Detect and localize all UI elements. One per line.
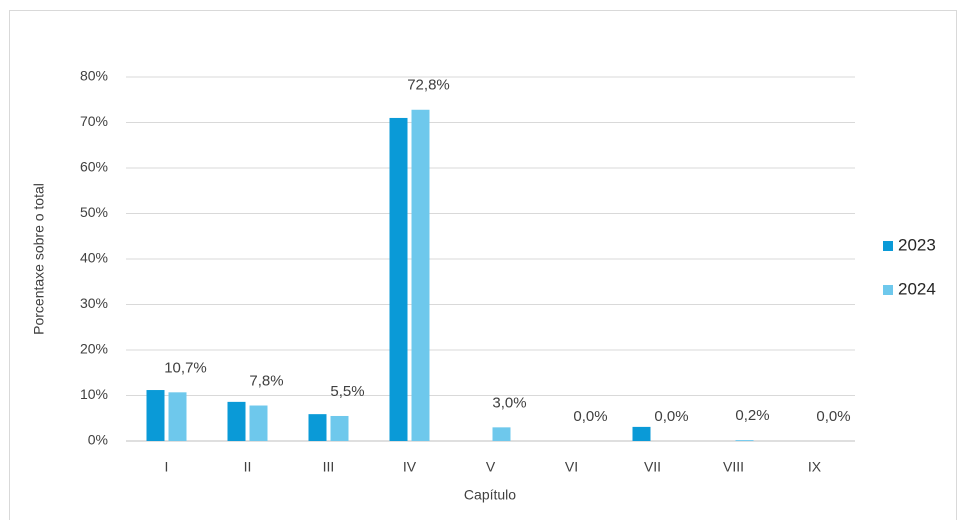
x-tick-label: I	[165, 459, 169, 475]
bar	[308, 414, 327, 441]
x-tick-label: V	[486, 459, 496, 475]
legend-label: 2023	[898, 235, 936, 254]
y-tick-label: 40%	[80, 250, 108, 266]
y-tick-label: 20%	[80, 341, 108, 357]
data-label: 0,0%	[816, 408, 850, 425]
data-label: 72,8%	[407, 77, 450, 94]
bar	[146, 390, 165, 441]
x-tick-label: VII	[644, 459, 661, 475]
y-tick-label: 70%	[80, 113, 108, 129]
bar	[389, 117, 408, 441]
data-label: 10,7%	[164, 359, 207, 376]
bar	[735, 440, 754, 441]
data-label: 5,5%	[330, 383, 364, 400]
data-label: 3,0%	[492, 394, 526, 411]
bar	[632, 426, 651, 441]
y-tick-label: 60%	[80, 159, 108, 175]
x-axis-title: Capítulo	[464, 487, 516, 503]
bar	[249, 405, 268, 441]
y-tick-label: 50%	[80, 204, 108, 220]
y-tick-label: 10%	[80, 386, 108, 402]
x-tick-label: IX	[808, 459, 822, 475]
y-tick-label: 0%	[88, 432, 108, 448]
legend-swatch	[883, 241, 893, 251]
x-tick-label: IV	[403, 459, 417, 475]
x-tick-label: II	[244, 459, 252, 475]
data-label: 7,8%	[249, 372, 283, 389]
y-tick-label: 80%	[80, 68, 108, 84]
x-tick-label: III	[323, 459, 335, 475]
data-label: 0,0%	[573, 408, 607, 425]
data-label: 0,2%	[735, 407, 769, 424]
x-tick-label: VI	[565, 459, 578, 475]
bar	[227, 401, 246, 441]
bar	[330, 415, 349, 441]
x-tick-label: VIII	[723, 459, 744, 475]
chart-frame	[9, 10, 957, 520]
y-axis-title: Porcentaxe sobre o total	[31, 183, 47, 335]
bar	[168, 392, 187, 441]
bar	[411, 109, 430, 441]
data-label: 0,0%	[654, 408, 688, 425]
bar	[492, 427, 511, 441]
legend-label: 2024	[898, 279, 936, 298]
legend-swatch	[883, 285, 893, 295]
y-tick-label: 30%	[80, 295, 108, 311]
